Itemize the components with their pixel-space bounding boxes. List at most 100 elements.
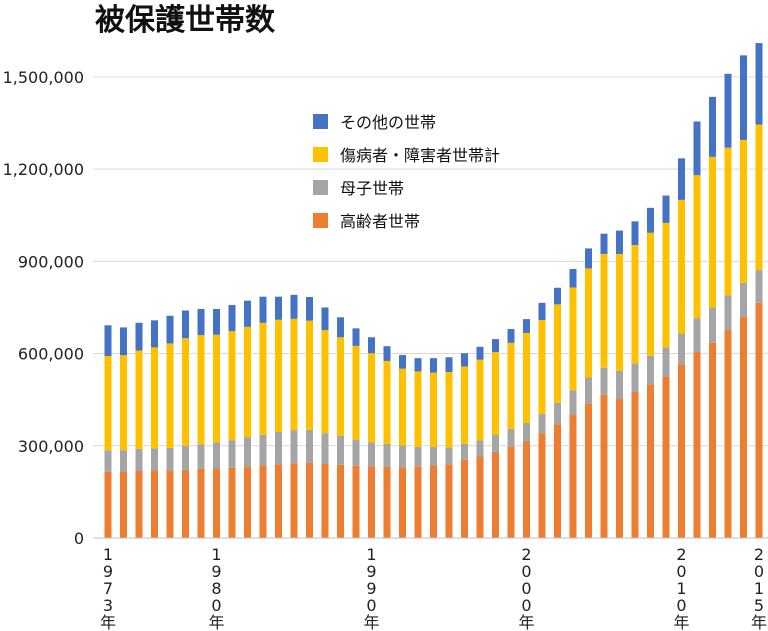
bar-segment	[554, 287, 561, 305]
bar-segment	[352, 439, 360, 466]
bar-segment	[290, 430, 298, 464]
bar-segment	[306, 429, 313, 463]
bar-segment	[538, 320, 546, 414]
bar-segment	[693, 318, 701, 353]
legend-swatch	[313, 213, 328, 228]
bar-segment	[166, 447, 174, 471]
bar-segment	[275, 464, 282, 538]
bar-segment	[182, 445, 189, 470]
bar-segment	[306, 296, 313, 321]
bar-segment	[523, 319, 530, 333]
x-tick-char: 1	[754, 579, 764, 598]
bar-segment	[476, 440, 484, 457]
bar-segment	[290, 294, 298, 319]
bar-segment	[337, 435, 344, 465]
bar-segment	[290, 318, 298, 431]
bar-segment	[228, 467, 236, 538]
bar-segment	[120, 327, 127, 356]
x-tick-char: 1	[366, 545, 376, 564]
bar-segment	[182, 338, 189, 446]
bar-segment	[166, 315, 174, 344]
bar-segment	[554, 304, 561, 403]
bar-segment	[740, 316, 747, 538]
x-tick-char: 5	[754, 596, 764, 615]
bar-segment	[461, 353, 468, 367]
bar-segment	[569, 269, 577, 288]
bar-segment	[368, 442, 375, 467]
bar-segment	[228, 304, 236, 332]
bar-segment	[461, 366, 468, 444]
bar-segment	[135, 470, 143, 538]
bar-segment	[197, 468, 205, 538]
bar-segment	[197, 444, 205, 469]
bar-segment	[724, 147, 732, 296]
bar-segment	[259, 322, 267, 435]
x-tick-char: 1	[103, 545, 113, 564]
x-tick-char: 0	[521, 562, 531, 581]
bar-segment	[585, 248, 592, 269]
bar-segment	[166, 470, 174, 538]
legend-label: 高齢者世帯	[340, 212, 420, 231]
legend-label: 母子世帯	[340, 179, 404, 198]
bar-segment	[213, 468, 220, 538]
bar-segment	[724, 73, 732, 148]
bar-segment	[600, 367, 608, 395]
legend-swatch	[313, 147, 328, 162]
bar-segment	[414, 466, 422, 538]
bar-segment	[430, 447, 437, 466]
bar-segment	[151, 470, 158, 538]
bar-segment	[166, 343, 174, 448]
chart-title: 被保護世帯数	[95, 3, 276, 38]
bar-segment	[445, 464, 453, 538]
bar-segment	[523, 441, 530, 538]
x-tick-char: 年	[208, 613, 224, 631]
bar-segment	[337, 337, 344, 436]
legend-label: 傷病者・障害者世帯計	[340, 146, 500, 165]
bar-segment	[368, 337, 375, 354]
x-tick-char: 0	[676, 562, 686, 581]
legend-item: 高齢者世帯	[313, 212, 420, 231]
bar-segment	[647, 232, 654, 356]
bar-segment	[461, 443, 468, 460]
x-tick-char: 0	[366, 596, 376, 615]
y-tick-label: 1,200,000	[3, 160, 84, 179]
bar-segment	[492, 339, 499, 353]
bar-segment	[383, 443, 391, 467]
bar-segment	[647, 207, 654, 233]
bar-segment	[678, 333, 685, 365]
bar-segment	[135, 448, 143, 471]
bar-segment	[135, 322, 143, 351]
bar-segment	[709, 307, 716, 343]
x-tick-char: 1	[676, 579, 686, 598]
bar-segment	[352, 328, 360, 346]
bar-segment	[151, 347, 158, 449]
bar-segment	[585, 377, 592, 404]
bar-segment	[740, 55, 747, 140]
x-tick-char: 年	[518, 613, 534, 631]
bar-segment	[476, 346, 484, 360]
bar-segment	[523, 423, 530, 442]
bar-segment	[151, 448, 158, 471]
x-tick-char: 0	[676, 596, 686, 615]
bar-segment	[259, 434, 267, 466]
x-tick-char: 9	[211, 562, 221, 581]
bar-segment	[368, 466, 375, 538]
bar-segment	[492, 352, 499, 436]
x-tick-char: 年	[363, 613, 379, 631]
bar-segment	[709, 342, 716, 538]
bar-segment	[585, 268, 592, 378]
bar-segment	[182, 469, 189, 538]
bar-segment	[616, 399, 623, 538]
bar-segment	[569, 415, 577, 538]
bar-segment	[368, 353, 375, 443]
bar-segment	[352, 465, 360, 538]
bar-segment	[600, 233, 608, 254]
bar-segment	[290, 463, 298, 538]
bar-segment	[213, 308, 220, 335]
